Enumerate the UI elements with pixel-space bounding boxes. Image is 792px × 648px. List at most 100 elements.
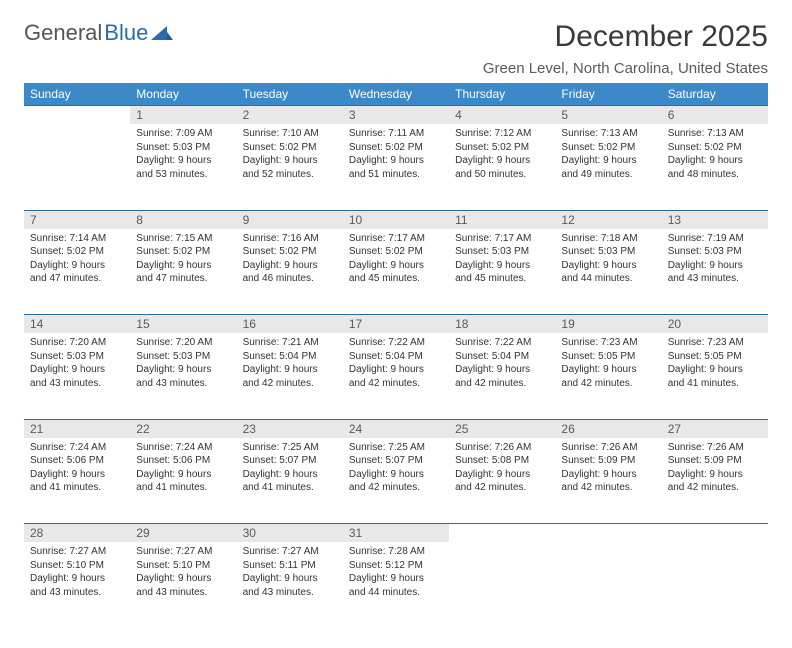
sunrise-line: Sunrise: 7:23 AM xyxy=(668,336,762,350)
day-details: Sunrise: 7:20 AMSunset: 5:03 PMDaylight:… xyxy=(130,333,236,394)
sunset-line: Sunset: 5:02 PM xyxy=(668,141,762,155)
sunset-line: Sunset: 5:08 PM xyxy=(455,454,549,468)
day-details: Sunrise: 7:27 AMSunset: 5:10 PMDaylight:… xyxy=(130,542,236,603)
sunset-line: Sunset: 5:06 PM xyxy=(136,454,230,468)
daylight-line: Daylight: 9 hours and 42 minutes. xyxy=(561,468,655,495)
daylight-line: Daylight: 9 hours and 53 minutes. xyxy=(136,154,230,181)
sunset-line: Sunset: 5:02 PM xyxy=(136,245,230,259)
week-row: Sunrise: 7:14 AMSunset: 5:02 PMDaylight:… xyxy=(24,229,768,315)
day-details: Sunrise: 7:26 AMSunset: 5:08 PMDaylight:… xyxy=(449,438,555,499)
day-cell: Sunrise: 7:26 AMSunset: 5:09 PMDaylight:… xyxy=(662,438,768,524)
sunrise-line: Sunrise: 7:21 AM xyxy=(243,336,337,350)
day-number-cell: 25 xyxy=(449,419,555,438)
day-number-row: 123456 xyxy=(24,106,768,125)
sunset-line: Sunset: 5:07 PM xyxy=(243,454,337,468)
day-number-cell: 12 xyxy=(555,210,661,229)
day-cell: Sunrise: 7:24 AMSunset: 5:06 PMDaylight:… xyxy=(130,438,236,524)
sunset-line: Sunset: 5:02 PM xyxy=(243,245,337,259)
weekday-header: Wednesday xyxy=(343,83,449,106)
daylight-line: Daylight: 9 hours and 45 minutes. xyxy=(455,259,549,286)
sunset-line: Sunset: 5:06 PM xyxy=(30,454,124,468)
day-number-cell: 20 xyxy=(662,315,768,334)
day-number-cell xyxy=(555,524,661,543)
daylight-line: Daylight: 9 hours and 42 minutes. xyxy=(455,363,549,390)
weekday-header: Saturday xyxy=(662,83,768,106)
day-details: Sunrise: 7:18 AMSunset: 5:03 PMDaylight:… xyxy=(555,229,661,290)
day-details: Sunrise: 7:16 AMSunset: 5:02 PMDaylight:… xyxy=(237,229,343,290)
day-cell: Sunrise: 7:11 AMSunset: 5:02 PMDaylight:… xyxy=(343,124,449,210)
daylight-line: Daylight: 9 hours and 46 minutes. xyxy=(243,259,337,286)
sunset-line: Sunset: 5:03 PM xyxy=(136,350,230,364)
sunset-line: Sunset: 5:02 PM xyxy=(30,245,124,259)
day-number-cell: 24 xyxy=(343,419,449,438)
day-cell: Sunrise: 7:25 AMSunset: 5:07 PMDaylight:… xyxy=(343,438,449,524)
day-cell: Sunrise: 7:22 AMSunset: 5:04 PMDaylight:… xyxy=(343,333,449,419)
week-row: Sunrise: 7:20 AM Sunset: 5:03 PM Daylight:… xyxy=(24,333,768,419)
day-number-cell xyxy=(662,524,768,543)
day-number-cell: 31 xyxy=(343,524,449,543)
day-number-cell: 7 xyxy=(24,210,130,229)
day-details: Sunrise: 7:17 AMSunset: 5:02 PMDaylight:… xyxy=(343,229,449,290)
sunrise-line: Sunrise: 7:20 AM xyxy=(30,336,124,350)
sunset-line: Sunset: 5:09 PM xyxy=(561,454,655,468)
brand-general: General xyxy=(24,20,102,46)
sunrise-line: Sunrise: 7:22 AM xyxy=(455,336,549,350)
day-number-cell: 22 xyxy=(130,419,236,438)
daylight-line: Daylight: 9 hours and 41 minutes. xyxy=(243,468,337,495)
sunrise-line: Sunrise: 7:23 AM xyxy=(561,336,655,350)
daylight-line: Daylight: 9 hours and 41 minutes. xyxy=(136,468,230,495)
day-cell: Sunrise: 7:25 AMSunset: 5:07 PMDaylight:… xyxy=(237,438,343,524)
day-number-cell: 4 xyxy=(449,106,555,125)
day-cell: Sunrise: 7:13 AMSunset: 5:02 PMDaylight:… xyxy=(555,124,661,210)
sunrise-line: Sunrise: 7:11 AM xyxy=(349,127,443,141)
day-number-cell: 29 xyxy=(130,524,236,543)
day-cell: Sunrise: 7:17 AMSunset: 5:02 PMDaylight:… xyxy=(343,229,449,315)
day-number-cell: 16 xyxy=(237,315,343,334)
day-number-cell: 8 xyxy=(130,210,236,229)
sunset-line: Sunset: 5:04 PM xyxy=(243,350,337,364)
day-details: Sunrise: 7:21 AMSunset: 5:04 PMDaylight:… xyxy=(237,333,343,394)
day-details: Sunrise: 7:27 AMSunset: 5:11 PMDaylight:… xyxy=(237,542,343,603)
week-row: Sunrise: 7:24 AMSunset: 5:06 PMDaylight:… xyxy=(24,438,768,524)
day-number-cell: 21 xyxy=(24,419,130,438)
day-details: Sunrise: 7:09 AMSunset: 5:03 PMDaylight:… xyxy=(130,124,236,185)
sunrise-line: Sunrise: 7:27 AM xyxy=(243,545,337,559)
day-cell xyxy=(555,542,661,628)
day-cell: Sunrise: 7:27 AMSunset: 5:10 PMDaylight:… xyxy=(130,542,236,628)
daylight-line: Daylight: 9 hours and 42 minutes. xyxy=(668,468,762,495)
day-details: Sunrise: 7:26 AMSunset: 5:09 PMDaylight:… xyxy=(662,438,768,499)
sunrise-line: Sunrise: 7:24 AM xyxy=(30,441,124,455)
sunset-line: Sunset: 5:09 PM xyxy=(668,454,762,468)
day-details: Sunrise: 7:22 AMSunset: 5:04 PMDaylight:… xyxy=(343,333,449,394)
day-details: Sunrise: 7:28 AMSunset: 5:12 PMDaylight:… xyxy=(343,542,449,603)
sunrise-line: Sunrise: 7:28 AM xyxy=(349,545,443,559)
day-number-cell: 10 xyxy=(343,210,449,229)
sunrise-line: Sunrise: 7:13 AM xyxy=(561,127,655,141)
weekday-header: Thursday xyxy=(449,83,555,106)
day-details: Sunrise: 7:11 AMSunset: 5:02 PMDaylight:… xyxy=(343,124,449,185)
day-number-cell: 17 xyxy=(343,315,449,334)
sunset-line: Sunset: 5:03 PM xyxy=(455,245,549,259)
day-cell: Sunrise: 7:20 AMSunset: 5:03 PMDaylight:… xyxy=(24,333,130,419)
day-details: Sunrise: 7:13 AMSunset: 5:02 PMDaylight:… xyxy=(555,124,661,185)
day-number-cell: 6 xyxy=(662,106,768,125)
daylight-line: Daylight: 9 hours and 41 minutes. xyxy=(668,363,762,390)
sunset-line: Sunset: 5:11 PM xyxy=(243,559,337,573)
sunset-line: Sunset: 5:05 PM xyxy=(668,350,762,364)
day-cell: Sunrise: 7:22 AMSunset: 5:04 PMDaylight:… xyxy=(449,333,555,419)
day-cell xyxy=(449,542,555,628)
weekday-header: Monday xyxy=(130,83,236,106)
day-number-row: 78910111213 xyxy=(24,210,768,229)
sunset-line: Sunset: 5:04 PM xyxy=(455,350,549,364)
daylight-line: Daylight: 9 hours and 43 minutes. xyxy=(243,572,337,599)
daylight-line: Daylight: 9 hours and 41 minutes. xyxy=(30,468,124,495)
sunrise-line: Sunrise: 7:16 AM xyxy=(243,232,337,246)
day-cell: Sunrise: 7:16 AMSunset: 5:02 PMDaylight:… xyxy=(237,229,343,315)
weekday-header: Tuesday xyxy=(237,83,343,106)
sunrise-line: Sunrise: 7:19 AM xyxy=(668,232,762,246)
day-details: Sunrise: 7:14 AMSunset: 5:02 PMDaylight:… xyxy=(24,229,130,290)
day-cell: Sunrise: 7:23 AMSunset: 5:05 PMDaylight:… xyxy=(555,333,661,419)
sunrise-line: Sunrise: 7:13 AM xyxy=(668,127,762,141)
day-number-cell: 15 xyxy=(130,315,236,334)
sunrise-line: Sunrise: 7:17 AM xyxy=(349,232,443,246)
